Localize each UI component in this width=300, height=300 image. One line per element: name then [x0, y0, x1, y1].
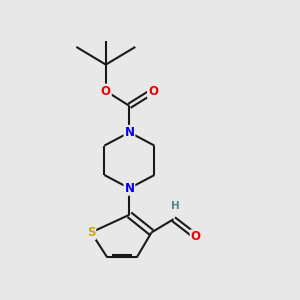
Text: N: N [124, 126, 134, 139]
Text: O: O [190, 230, 201, 243]
Text: H: H [171, 201, 179, 211]
Text: O: O [148, 85, 158, 98]
Text: N: N [124, 182, 134, 195]
Text: O: O [101, 85, 111, 98]
Text: S: S [87, 226, 95, 239]
